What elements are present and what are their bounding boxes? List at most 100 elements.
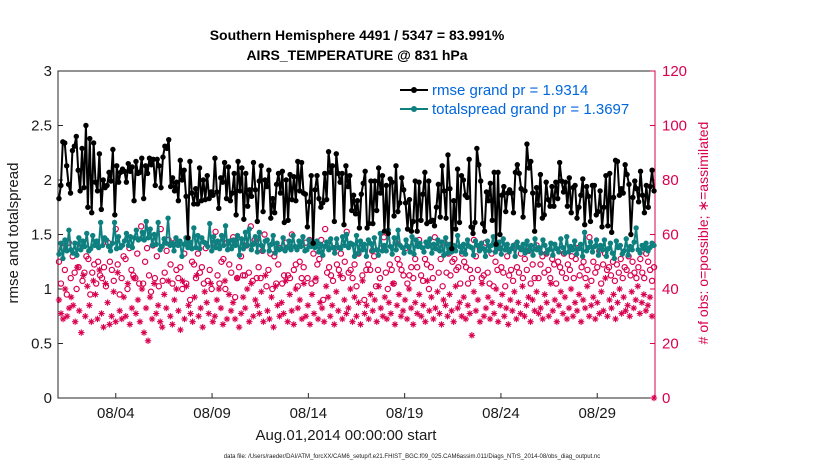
obs-assimilated-point <box>114 269 121 276</box>
obs-assimilated-point <box>292 285 299 293</box>
x-axis: 08/04 08/09 08/14 08/19 08/24 08/29 <box>97 393 616 422</box>
obs-assimilated-point <box>361 310 368 317</box>
obs-possible-point <box>163 247 170 255</box>
rmse-point <box>481 228 488 234</box>
obs-possible-point <box>633 274 640 282</box>
totalspread-point <box>222 223 229 229</box>
obs-assimilated-point <box>152 310 160 317</box>
totalspread-point <box>328 236 334 242</box>
obs-assimilated-point <box>434 288 441 295</box>
rmse-point <box>537 171 544 178</box>
obs-assimilated-point <box>418 313 425 320</box>
totalspread-point <box>546 247 552 253</box>
obs-possible-point <box>296 258 303 265</box>
x-tick-label: 08/04 <box>97 405 135 422</box>
obs-possible-point <box>523 266 530 274</box>
obs-possible-point <box>529 261 536 268</box>
rmse-point <box>479 220 486 227</box>
obs-assimilated-point <box>476 318 484 325</box>
totalspread-point <box>552 241 558 248</box>
totalspread-point <box>371 235 378 241</box>
totalspread-point <box>399 244 405 251</box>
obs-possible-point <box>341 258 348 265</box>
totalspread-point <box>617 242 623 249</box>
obs-possible-point <box>384 285 392 293</box>
obs-possible-point <box>353 283 360 290</box>
rmse-point <box>553 179 559 185</box>
obs-possible-point <box>261 231 268 238</box>
rmse-point <box>614 158 621 165</box>
rmse-point <box>285 217 291 224</box>
obs-possible-point <box>545 266 552 274</box>
rmse-point <box>591 182 598 189</box>
obs-possible-point <box>466 266 474 274</box>
totalspread-point <box>145 235 151 241</box>
obs-possible-point <box>206 266 213 274</box>
obs-assimilated-point <box>494 318 502 325</box>
obs-assimilated-point <box>61 285 69 293</box>
obs-assimilated-point <box>622 307 629 314</box>
obs-assimilated-point <box>110 288 117 295</box>
obs-possible-point <box>417 272 425 279</box>
obs-possible-point <box>325 264 333 271</box>
rmse-point <box>601 204 607 210</box>
rmse-point <box>618 186 624 192</box>
rmse-point <box>503 208 509 215</box>
obs-possible-point <box>447 272 454 279</box>
totalspread-point <box>91 242 98 249</box>
totalspread-point <box>139 229 145 236</box>
rmse-point <box>574 215 580 221</box>
obs-possible-point <box>333 261 341 268</box>
obs-possible-point <box>558 269 566 276</box>
obs-assimilated-point <box>120 293 127 301</box>
obs-assimilated-point <box>365 315 372 323</box>
y-tick-label: 1 <box>44 281 52 298</box>
obs-possible-point <box>214 272 221 279</box>
legend: rmse grand pr = 1.9314 totalspread grand… <box>395 80 648 120</box>
rmse-point <box>258 163 264 169</box>
rmse-point <box>358 191 365 197</box>
rmse-point <box>160 154 166 160</box>
obs-assimilated-point <box>63 313 71 320</box>
y2-tick-label: 120 <box>662 63 687 80</box>
totalspread-point <box>121 238 128 244</box>
obs-possible-point <box>556 264 564 271</box>
obs-possible-point <box>410 274 417 282</box>
obs-assimilated-point <box>197 304 204 312</box>
rmse-point <box>449 245 455 252</box>
obs-assimilated-point <box>650 394 658 402</box>
obs-possible-point <box>531 274 538 282</box>
rmse-point <box>283 177 289 183</box>
obs-assimilated-point <box>387 310 395 317</box>
rmse-point <box>250 159 257 166</box>
obs-assimilated-point <box>385 299 393 306</box>
obs-assimilated-point <box>579 296 587 304</box>
totalspread-point <box>349 241 356 248</box>
rmse-point <box>535 202 542 208</box>
rmse-point <box>377 190 384 196</box>
rmse-point <box>112 212 118 218</box>
obs-assimilated-point <box>436 310 443 317</box>
rmse-point <box>221 159 228 166</box>
obs-assimilated-point <box>610 291 617 298</box>
rmse-point <box>347 172 353 179</box>
obs-assimilated-point <box>169 321 176 328</box>
obs-assimilated-point <box>90 277 97 285</box>
obs-possible-point <box>500 269 507 276</box>
rmse-point <box>183 193 189 200</box>
totalspread-point <box>242 229 249 236</box>
obs-assimilated-point <box>517 310 524 317</box>
obs-assimilated-point <box>470 288 478 295</box>
rmse-point <box>264 183 270 190</box>
obs-assimilated-point <box>559 310 567 317</box>
obs-assimilated-point <box>294 304 302 312</box>
obs-possible-point <box>431 234 438 241</box>
totalspread-point <box>234 232 241 239</box>
obs-assimilated-point <box>428 293 435 301</box>
obs-assimilated-point <box>575 291 583 298</box>
rmse-point <box>79 145 85 152</box>
rmse-point <box>364 225 370 231</box>
obs-assimilated-point <box>420 302 427 309</box>
rmse-point <box>131 198 137 204</box>
obs-assimilated-point <box>183 283 190 290</box>
